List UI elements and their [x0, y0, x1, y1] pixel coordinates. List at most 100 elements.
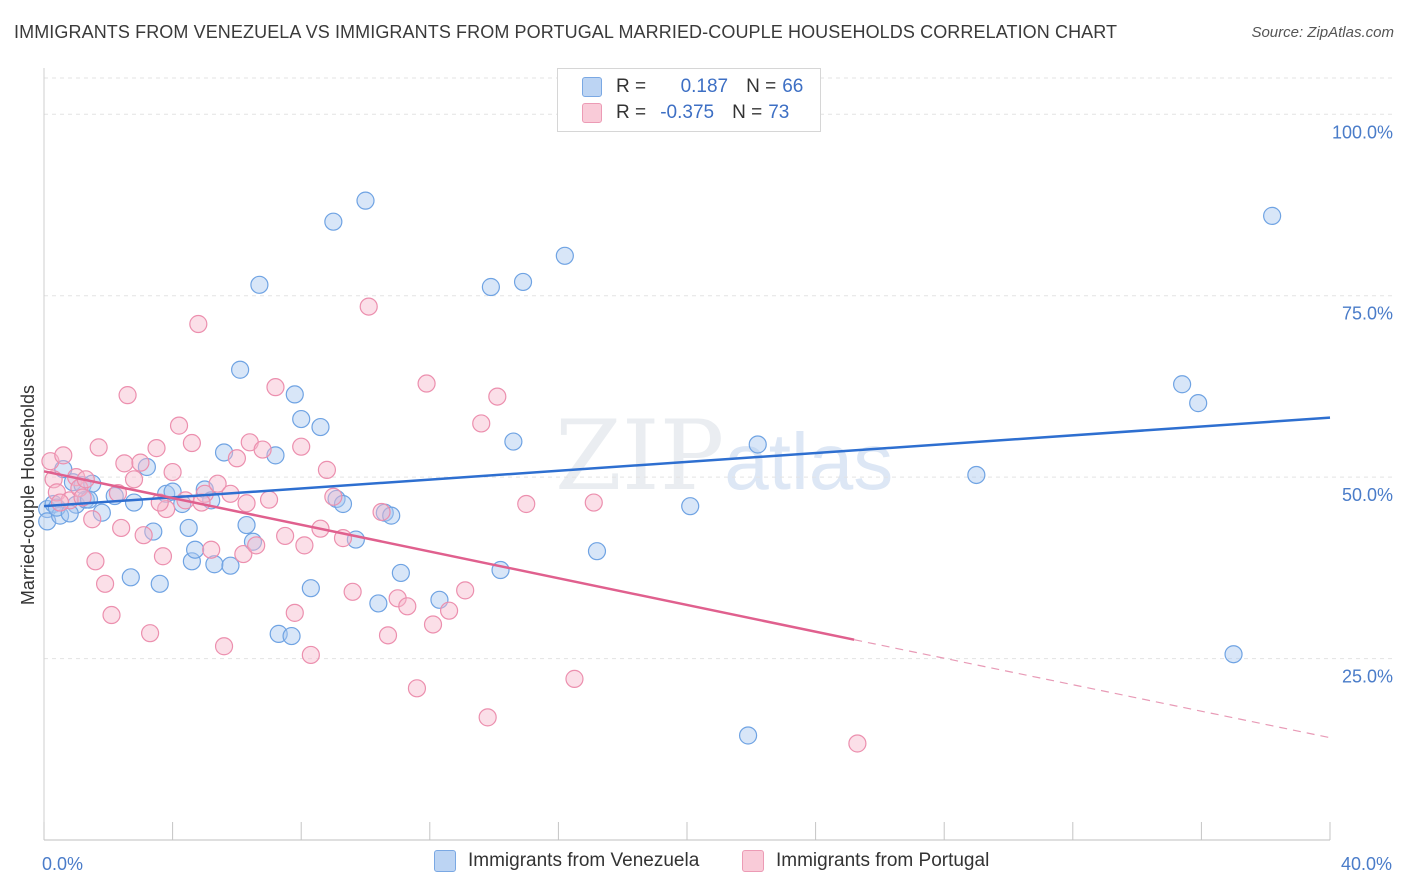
- legend-r-value: -0.375: [660, 102, 715, 123]
- point-venezuela: [481, 277, 500, 297]
- point-portugal: [324, 487, 343, 506]
- point-venezuela: [587, 542, 607, 561]
- point-portugal: [237, 494, 256, 513]
- bottom-legend-label-portugal: Immigrants from Portugal: [776, 850, 990, 871]
- legend-r-value: 0.187: [680, 76, 729, 97]
- point-portugal: [343, 582, 362, 601]
- axes: [43, 68, 1331, 841]
- point-portugal: [398, 597, 417, 616]
- point-portugal: [372, 502, 391, 522]
- point-portugal: [488, 387, 507, 406]
- point-portugal: [208, 474, 227, 493]
- point-portugal: [472, 414, 491, 433]
- bottom-legend-portugal: Immigrants from Portugal: [742, 850, 989, 872]
- point-venezuela: [182, 552, 201, 571]
- point-portugal: [292, 437, 311, 456]
- point-venezuela: [356, 191, 375, 210]
- point-portugal: [134, 526, 153, 545]
- point-venezuela: [311, 417, 330, 437]
- point-venezuela: [391, 563, 410, 583]
- point-portugal: [140, 624, 160, 643]
- point-portugal: [478, 708, 497, 727]
- legend-swatch-portugal: [582, 103, 602, 123]
- point-portugal: [169, 416, 189, 435]
- point-venezuela: [285, 385, 304, 404]
- point-venezuela: [301, 579, 320, 598]
- legend-row-venezuela: R = 0.187 N = 66: [582, 74, 803, 100]
- point-portugal: [359, 297, 378, 316]
- point-portugal: [112, 518, 131, 538]
- watermark-atlas: atlas: [724, 417, 894, 506]
- trend-line-portugal: [43, 470, 855, 641]
- legend-n-label: N =: [746, 76, 777, 97]
- point-venezuela: [121, 568, 140, 587]
- point-portugal: [276, 526, 295, 546]
- x-tick-label-max: 40.0%: [1341, 854, 1392, 874]
- y-tick-label: 50.0%: [1342, 485, 1393, 505]
- legend-swatch-venezuela: [582, 77, 602, 97]
- point-venezuela: [1189, 394, 1208, 413]
- point-portugal: [89, 438, 108, 457]
- trend-line-portugal-extension: [854, 639, 1331, 739]
- point-venezuela: [504, 432, 523, 451]
- point-portugal: [565, 669, 584, 688]
- point-venezuela: [150, 574, 169, 593]
- point-portugal: [86, 552, 105, 571]
- point-venezuela: [382, 506, 401, 525]
- point-venezuela: [124, 493, 144, 512]
- point-portugal: [202, 540, 221, 559]
- point-portugal: [423, 615, 443, 634]
- y-tick-label: 100.0%: [1332, 122, 1393, 142]
- data-points: [38, 191, 1282, 753]
- point-venezuela: [681, 497, 700, 516]
- point-venezuela: [231, 360, 250, 379]
- point-portugal: [285, 603, 304, 622]
- y-tick-label: 75.0%: [1342, 304, 1393, 324]
- source-label: Source: ZipAtlas.com: [1251, 24, 1394, 41]
- point-portugal: [115, 454, 134, 473]
- watermark: ZIPatlas: [555, 400, 893, 512]
- correlation-legend: R = 0.187 N = 66 R = -0.375 N = 73: [557, 68, 821, 132]
- point-portugal: [407, 679, 427, 698]
- point-portugal: [73, 488, 92, 507]
- y-tick-label: 25.0%: [1342, 667, 1393, 687]
- point-portugal: [378, 626, 398, 645]
- point-venezuela: [333, 494, 353, 514]
- point-portugal: [214, 637, 234, 656]
- chart-title: IMMIGRANTS FROM VENEZUELA VS IMMIGRANTS …: [14, 22, 1118, 42]
- legend-r-label: R =: [616, 102, 647, 123]
- point-venezuela: [967, 465, 986, 485]
- point-portugal: [266, 378, 285, 397]
- watermark-zip: ZIP: [555, 400, 725, 512]
- point-portugal: [848, 734, 867, 753]
- point-portugal: [118, 386, 137, 405]
- point-portugal: [153, 547, 173, 566]
- point-venezuela: [92, 503, 111, 522]
- point-portugal: [253, 440, 272, 459]
- point-portugal: [439, 601, 459, 620]
- axis-labels: 100.0% 75.0% 50.0% 25.0% 0.0% 40.0% Married-co…: [18, 122, 1393, 874]
- point-portugal: [259, 490, 279, 509]
- point-portugal: [182, 433, 201, 453]
- point-venezuela: [250, 275, 269, 294]
- legend-row-portugal: R = -0.375 N = 73: [582, 100, 789, 126]
- point-portugal: [124, 470, 144, 489]
- point-portugal: [54, 446, 73, 465]
- point-venezuela: [513, 272, 533, 292]
- x-tick-label-min: 0.0%: [42, 854, 83, 874]
- point-venezuela: [738, 726, 758, 745]
- point-portugal: [317, 460, 337, 479]
- trend-lines: [43, 416, 1331, 739]
- legend-n-label: N =: [732, 102, 763, 123]
- point-venezuela: [292, 409, 311, 429]
- legend-r-label: R =: [616, 76, 647, 97]
- point-venezuela: [1263, 206, 1282, 225]
- bottom-legend-swatch-portugal: [742, 850, 764, 872]
- point-portugal: [189, 314, 208, 334]
- point-venezuela: [748, 435, 767, 454]
- point-venezuela: [221, 556, 240, 575]
- legend-n-value: 66: [782, 76, 804, 97]
- point-portugal: [157, 499, 176, 519]
- point-portugal: [227, 449, 246, 468]
- point-venezuela: [555, 246, 574, 265]
